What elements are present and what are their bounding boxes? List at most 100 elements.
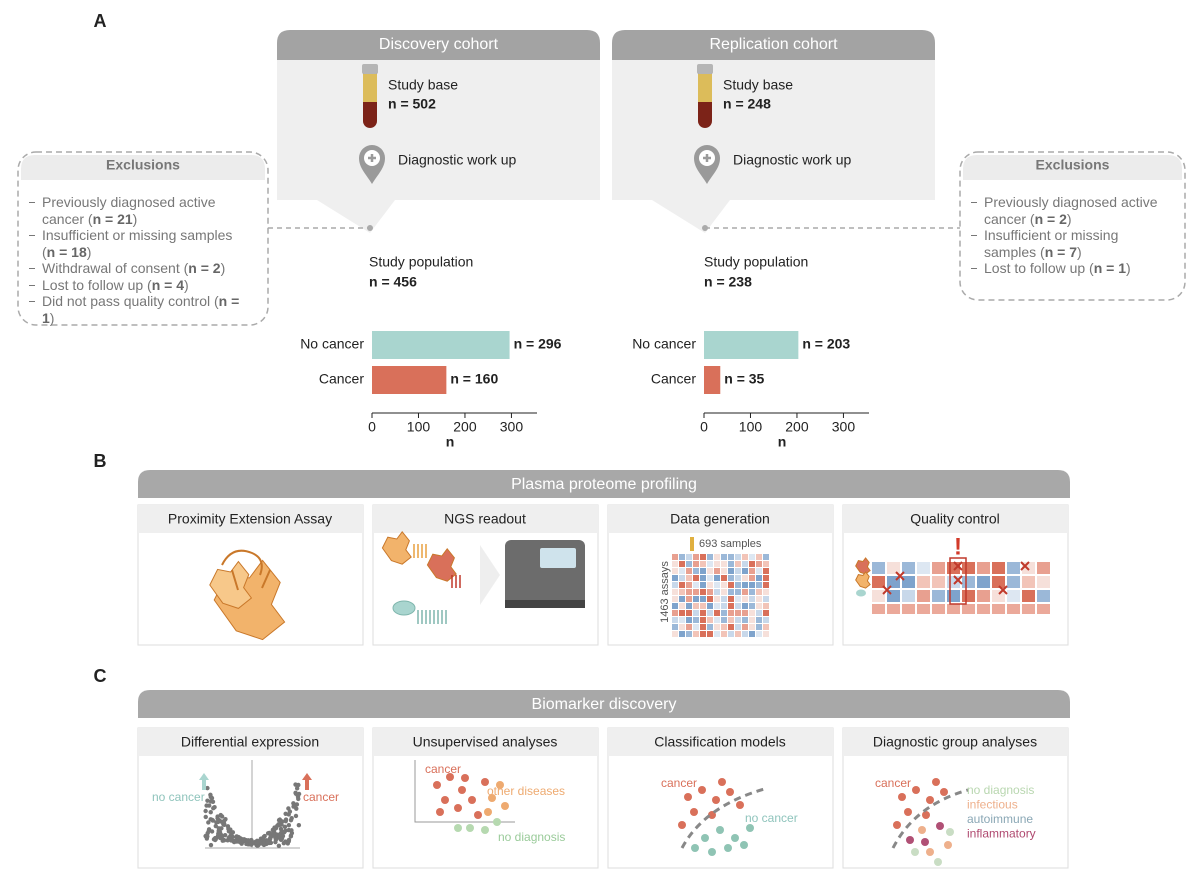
study-base: Study base: [723, 77, 793, 93]
heatmap-cell: [721, 568, 727, 574]
heatmap-cell: [693, 631, 699, 637]
qc-cell: [917, 576, 930, 588]
heatmap-cell: [763, 617, 769, 623]
dot: [684, 793, 692, 801]
heatmap-cell: [707, 575, 713, 581]
heatmap-cell: [763, 603, 769, 609]
x-tick-label: 0: [700, 419, 708, 435]
qc-cell: [1037, 576, 1050, 588]
study-base: Study base: [388, 77, 458, 93]
x-tick-label: 200: [785, 419, 809, 435]
cohort-header: [612, 30, 935, 60]
qc-cell: [932, 590, 945, 602]
heatmap-cell: [763, 589, 769, 595]
heatmap-cell: [714, 589, 720, 595]
heatmap-cell: [735, 561, 741, 567]
arrow-up: [302, 773, 312, 790]
qc-cell: [917, 562, 930, 574]
exclusion-end: ): [1126, 260, 1131, 276]
protein: [381, 530, 412, 565]
heatmap-cell: [728, 617, 734, 623]
step-title: Quality control: [910, 511, 999, 527]
bar: [704, 366, 721, 394]
bullet: [29, 301, 35, 302]
step-header: [373, 505, 598, 533]
volcano-point: [210, 817, 215, 823]
heatmap-cell: [742, 624, 748, 630]
volcano-point: [261, 842, 267, 848]
volcano-point: [273, 839, 278, 845]
volcano-point: [294, 786, 300, 791]
exclusion-text: Insufficient or missing samples (: [42, 227, 233, 260]
step-title: Proximity Extension Assay: [168, 511, 332, 527]
heatmap-cell: [763, 624, 769, 630]
volcano-point: [210, 799, 216, 804]
heatmap-cell: [672, 617, 678, 623]
step-title: Diagnostic group analyses: [873, 734, 1037, 750]
heatmap-cell: [714, 610, 720, 616]
heatmap-cell: [756, 617, 762, 623]
heatmap-cell: [686, 631, 692, 637]
step-header: [138, 728, 363, 756]
cohort-body: [612, 60, 935, 233]
dot: [446, 773, 454, 781]
heatmap-cell: [679, 603, 685, 609]
exclusion-end: ): [86, 243, 92, 260]
volcano-point: [221, 837, 227, 843]
x-tick-label: 100: [407, 419, 431, 435]
heatmap-cell: [693, 617, 699, 623]
decision-boundary: [680, 786, 769, 849]
heatmap-cell: [693, 603, 699, 609]
heatmap-cell: [700, 582, 706, 588]
heatmap-cell: [672, 610, 678, 616]
dot: [474, 811, 482, 819]
volcano-point: [286, 827, 292, 833]
exclusion-box: [959, 151, 1186, 301]
heatmap-cell: [679, 631, 685, 637]
heatmap-cell: [707, 554, 713, 560]
heatmap-cell: [728, 596, 734, 602]
heatmap-cell: [735, 617, 741, 623]
volcano-point: [278, 837, 284, 843]
heatmap-cell: [749, 554, 755, 560]
cohort-title: Replication cohort: [709, 36, 838, 53]
heatmap-cell: [672, 575, 678, 581]
heatmap-cell: [693, 554, 699, 560]
dot: [922, 811, 930, 819]
heatmap-cell: [756, 596, 762, 602]
bullet: [971, 202, 977, 203]
volcano-point: [237, 835, 242, 841]
volcano-point: [293, 791, 299, 797]
qc-cell: [1007, 562, 1020, 574]
step-header: [843, 505, 1068, 533]
qc-fail: [882, 585, 892, 595]
heatmap-cell: [721, 617, 727, 623]
x-tick-label: 100: [739, 419, 763, 435]
category-label: Cancer: [319, 371, 364, 387]
heatmap-cell: [735, 568, 741, 574]
volcano-point: [228, 836, 233, 842]
exclusion-text: Previously diagnosed active cancer (: [984, 194, 1158, 227]
x-tick-label: 0: [368, 419, 376, 435]
step-title: Data generation: [670, 511, 770, 527]
heatmap-cell: [728, 624, 734, 630]
population: Study population: [369, 254, 473, 270]
dot: [691, 844, 699, 852]
exclusion-text: Did not pass quality control (: [42, 293, 219, 309]
heatmap-cell: [686, 610, 692, 616]
heatmap-cell: [742, 582, 748, 588]
heatmap-cell: [735, 589, 741, 595]
heatmap-cell: [728, 610, 734, 616]
exclusion-header: [21, 155, 265, 180]
heatmap-cell: [721, 596, 727, 602]
heatmap-cell: [693, 624, 699, 630]
value-label: n = 203: [802, 336, 850, 352]
volcano-point: [226, 826, 231, 832]
heatmap-cell: [749, 575, 755, 581]
bullet: [29, 284, 35, 286]
qc-cell: [947, 562, 960, 574]
sequencer-screen: [540, 548, 576, 568]
heatmap-cell: [679, 561, 685, 567]
dot: [932, 778, 940, 786]
